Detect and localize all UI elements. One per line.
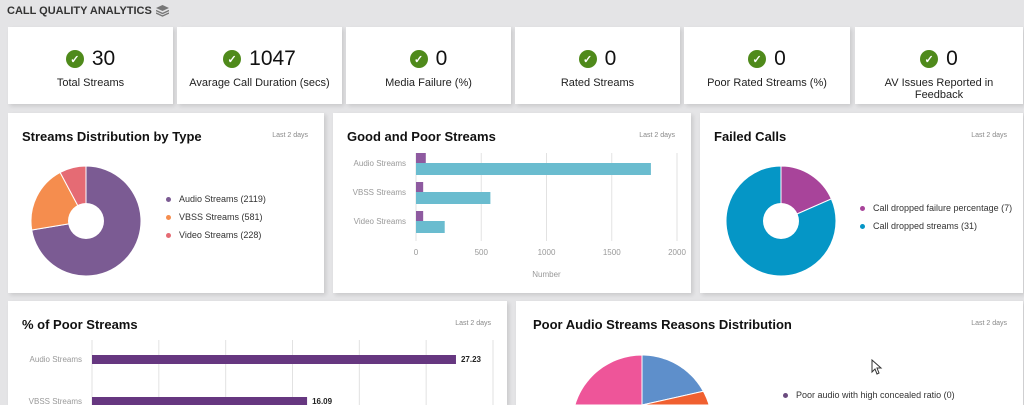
legend: Call dropped failure percentage (7) Call … xyxy=(860,199,1012,235)
kpi-card: ✓ 1047 Avarage Call Duration (secs) xyxy=(177,27,342,104)
x-tick-label: 1500 xyxy=(603,248,621,257)
donut-hole xyxy=(68,203,104,239)
date-range: Last 2 days xyxy=(971,320,1007,327)
legend-dot xyxy=(860,205,865,211)
card-title: Good and Poor Streams xyxy=(347,129,496,144)
bar[interactable] xyxy=(416,163,651,175)
legend-item[interactable]: Call dropped failure percentage (7) xyxy=(860,199,1012,217)
pie-slice[interactable] xyxy=(780,165,833,222)
check-circle-icon: ✓ xyxy=(578,50,597,68)
donut-hole xyxy=(763,203,799,239)
pie-slice[interactable] xyxy=(572,355,643,405)
data-label: 16.09 xyxy=(312,397,333,405)
legend: Audio Streams (2119) VBSS Streams (581) Vi… xyxy=(166,190,266,244)
kpi-value: 0 xyxy=(774,47,786,70)
poor-audio-reasons-card: Poor Audio Streams Reasons Distribution … xyxy=(516,301,1023,405)
legend-item: Poor audio with high concealed ratio (0) xyxy=(783,386,955,404)
kpi-value: 30 xyxy=(91,47,116,70)
x-tick-label: 2000 xyxy=(668,248,686,257)
pie-slice[interactable] xyxy=(641,355,705,405)
card-title: Poor Audio Streams Reasons Distribution xyxy=(533,317,792,332)
check-circle-icon: ✓ xyxy=(748,50,767,68)
check-circle-icon: ✓ xyxy=(65,50,84,68)
donut-chart xyxy=(30,165,142,277)
kpi-label: Poor Rated Streams (%) xyxy=(707,77,827,89)
card-title: Failed Calls xyxy=(714,129,787,144)
kpi-card: ✓ 0 Rated Streams xyxy=(515,27,680,104)
bar[interactable] xyxy=(416,153,426,163)
legend-dot xyxy=(166,232,171,238)
legend-label: Poor audio with high concealed ratio (0) xyxy=(796,390,955,400)
kpi-value: 0 xyxy=(946,47,958,70)
card-title: Streams Distribution by Type xyxy=(22,129,202,144)
legend-label: Audio Streams (2119) xyxy=(179,194,266,204)
y-tick-label: Video Streams xyxy=(354,217,406,226)
kpi-value: 0 xyxy=(604,47,617,70)
bar[interactable] xyxy=(92,355,456,364)
legend-item[interactable]: Call dropped streams (31) xyxy=(860,217,1012,235)
bar-chart: Audio Streams 27.23 VBSS Streams 16.09 xyxy=(29,340,494,405)
legend-label: Video Streams (228) xyxy=(179,230,262,240)
bar[interactable] xyxy=(416,182,424,192)
kpi-value: 1047 xyxy=(249,47,296,70)
pie-chart xyxy=(572,355,712,405)
date-range: Last 2 days xyxy=(272,132,308,139)
layers-icon xyxy=(155,5,169,17)
kpi-card: ✓ 0 Poor Rated Streams (%) xyxy=(684,27,850,104)
legend-dot xyxy=(783,392,788,398)
legend: Poor audio with high concealed ratio (0) xyxy=(783,386,955,404)
kpi-card: ✓ 30 Total Streams xyxy=(8,27,173,104)
data-label: 27.23 xyxy=(461,355,482,364)
legend-label: VBSS Streams (581) xyxy=(179,212,263,222)
mouse-cursor-icon xyxy=(871,359,883,375)
page-header: CALL QUALITY ANALYTICS xyxy=(7,5,169,17)
poor-streams-percent-card: % of Poor Streams Last 2 days Audio Stre… xyxy=(8,301,507,405)
x-tick-label: 1000 xyxy=(538,248,556,257)
kpi-value: 0 xyxy=(435,47,448,70)
kpi-label: Avarage Call Duration (secs) xyxy=(189,77,330,89)
x-tick-label: 500 xyxy=(475,248,489,257)
x-axis-label: Number xyxy=(532,270,561,279)
y-tick-label: Audio Streams xyxy=(30,355,82,364)
y-tick-label: VBSS Streams xyxy=(29,397,82,405)
streams-distribution-card: Streams Distribution by Type Last 2 days… xyxy=(8,113,324,293)
check-circle-icon: ✓ xyxy=(223,50,242,68)
date-range: Last 2 days xyxy=(971,132,1007,139)
kpi-label: Total Streams xyxy=(56,77,125,89)
page-title: CALL QUALITY ANALYTICS xyxy=(7,5,152,17)
legend-label: Call dropped streams (31) xyxy=(873,221,978,231)
check-circle-icon: ✓ xyxy=(409,50,428,68)
kpi-label: AV Issues Reported in Feedback xyxy=(884,77,994,101)
legend-dot xyxy=(166,214,171,220)
legend-label: Call dropped failure percentage (7) xyxy=(873,203,1013,213)
pie-slice[interactable] xyxy=(641,390,712,405)
legend-item[interactable]: Audio Streams (2119) xyxy=(166,190,266,208)
y-tick-label: VBSS Streams xyxy=(353,188,406,197)
kpi-card: ✓ 0 AV Issues Reported in Feedback xyxy=(855,27,1023,104)
legend-item[interactable]: VBSS Streams (581) xyxy=(166,208,266,226)
bar[interactable] xyxy=(416,192,491,204)
legend-dot xyxy=(860,223,865,229)
kpi-label: Rated Streams xyxy=(560,77,635,89)
donut-chart xyxy=(725,165,837,277)
kpi-card: ✓ 0 Media Failure (%) xyxy=(346,27,511,104)
card-title: % of Poor Streams xyxy=(22,317,138,332)
bar[interactable] xyxy=(416,221,445,233)
failed-calls-card: Failed Calls Last 2 days Call dropped fa… xyxy=(700,113,1023,293)
x-tick-label: 0 xyxy=(414,248,419,257)
good-poor-streams-card: Good and Poor Streams Last 2 days 0 500 10… xyxy=(333,113,691,293)
check-circle-icon: ✓ xyxy=(920,50,939,68)
bar-chart: 0 500 1000 1500 2000 Number Audio Streams VBSS … xyxy=(353,153,686,279)
date-range: Last 2 days xyxy=(639,132,675,139)
date-range: Last 2 days xyxy=(455,320,491,327)
bar[interactable] xyxy=(92,397,308,405)
bar[interactable] xyxy=(416,211,424,221)
y-tick-label: Audio Streams xyxy=(354,159,406,168)
kpi-label: Media Failure (%) xyxy=(385,77,472,89)
legend-dot xyxy=(166,196,171,202)
legend-item[interactable]: Video Streams (228) xyxy=(166,226,266,244)
